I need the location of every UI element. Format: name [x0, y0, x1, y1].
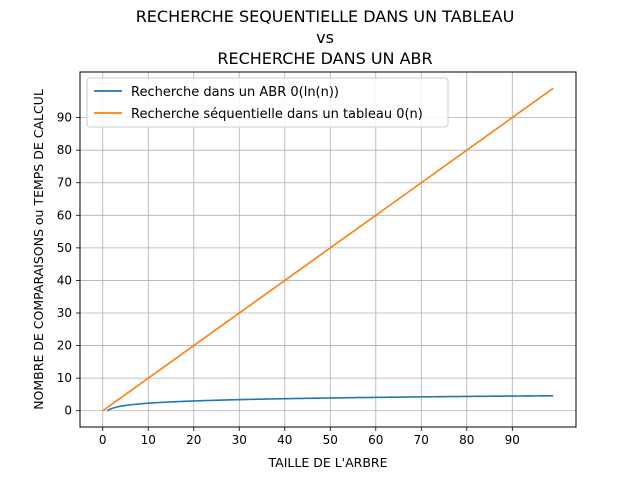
legend-label-1: Recherche dans un ABR 0(ln(n)) — [131, 85, 339, 100]
y-tick-label-6: 60 — [57, 208, 72, 222]
series-lines — [102, 87, 554, 412]
y-tick-label-1: 10 — [57, 371, 72, 385]
x-tick-label-8: 80 — [459, 433, 474, 447]
x-axis-label: TAILLE DE L'ARBRE — [268, 455, 388, 470]
y-axis-label: NOMBRE DE COMPARAISONS ou TEMPS DE CALCU… — [31, 89, 46, 410]
x-tick-label-9: 90 — [505, 433, 520, 447]
x-tick-label-1: 10 — [141, 433, 156, 447]
chart-title-line-3: RECHERCHE DANS UN ABR — [217, 49, 432, 68]
plot-frame — [79, 71, 577, 428]
series-line-1 — [106, 394, 554, 412]
axis-ticks: 0 10 20 30 40 50 60 70 80 90 0 10 20 30 40 50 60 70 80 90 — [57, 111, 520, 447]
x-tick-label-0: 0 — [99, 433, 107, 447]
x-tick-label-3: 30 — [232, 433, 247, 447]
y-tick-label-9: 90 — [57, 111, 72, 125]
chart-title: RECHERCHE SEQUENTIELLE DANS UN TABLEAU vs… — [136, 7, 515, 68]
grid — [80, 72, 576, 427]
legend: Recherche dans un ABR 0(ln(n)) Recherche … — [86, 77, 449, 128]
legend-label-2: Recherche séquentielle dans un tableau 0… — [131, 107, 423, 122]
y-tick-label-4: 40 — [57, 273, 72, 287]
x-tick-label-7: 70 — [414, 433, 429, 447]
chart-title-line-2: vs — [316, 28, 334, 47]
x-tick-label-2: 20 — [186, 433, 201, 447]
chart-title-line-1: RECHERCHE SEQUENTIELLE DANS UN TABLEAU — [136, 7, 515, 26]
y-tick-label-2: 20 — [57, 339, 72, 353]
legend-box — [86, 77, 449, 128]
x-tick-label-4: 40 — [277, 433, 292, 447]
x-tick-label-6: 60 — [368, 433, 383, 447]
y-tick-label-5: 50 — [57, 241, 72, 255]
y-tick-label-7: 70 — [57, 176, 72, 190]
y-tick-label-3: 30 — [57, 306, 72, 320]
y-tick-label-8: 80 — [57, 143, 72, 157]
y-tick-label-0: 0 — [64, 404, 72, 418]
x-tick-label-5: 50 — [323, 433, 338, 447]
series-line-2 — [102, 87, 554, 412]
